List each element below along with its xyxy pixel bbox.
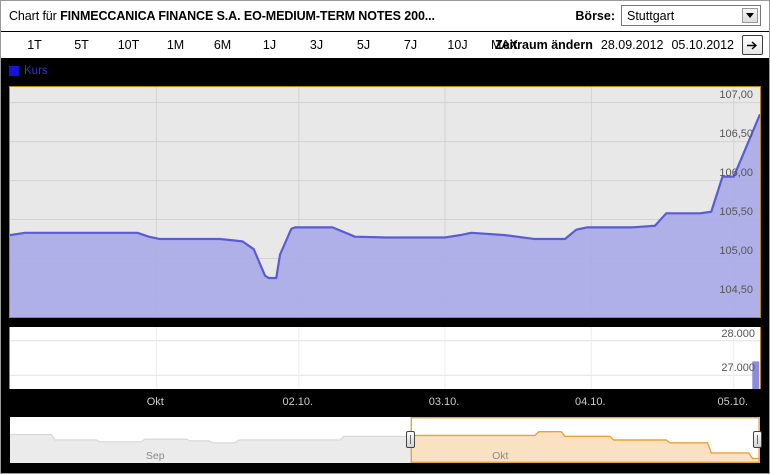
range-button-6m[interactable]: 6M <box>213 38 232 52</box>
legend-series-label: Kurs <box>24 65 48 77</box>
navigator-month-label: Okt <box>492 450 509 462</box>
chevron-down-icon[interactable] <box>742 8 758 23</box>
header-bar: Chart für FINMECCANICA FINANCE S.A. EO-M… <box>1 1 769 32</box>
chart-canvas: Kurs 107,00 106,50 106,00 105,50 105,00 104,5… <box>1 59 769 473</box>
range-button-5t[interactable]: 5T <box>74 38 89 52</box>
volume-y-tick-label: 27.000 <box>721 361 755 374</box>
title-prefix: Chart für <box>9 9 61 23</box>
x-axis-tick-label: 03.10. <box>428 396 460 408</box>
volume-plot-area <box>9 327 761 389</box>
price-y-tick-label: 107,00 <box>719 88 753 101</box>
range-button-5j[interactable]: 5J <box>356 38 371 52</box>
navigator-month-label: Sep <box>145 450 165 462</box>
range-button-1j[interactable]: 1J <box>262 38 277 52</box>
range-button-10j[interactable]: 10J <box>447 38 468 52</box>
range-button-group: 1T 5T 10T 1M 6M 1J 3J 5J 7J 10J MAX <box>11 32 528 58</box>
range-button-10t[interactable]: 10T <box>117 38 140 52</box>
x-axis-tick-label: Okt <box>146 396 164 408</box>
date-to-field[interactable]: 05.10.2012 <box>671 38 734 52</box>
navigator-series <box>10 417 760 463</box>
range-button-1t[interactable]: 1T <box>27 38 42 52</box>
scrollbar-handle-right[interactable] <box>753 431 762 448</box>
x-axis-band <box>9 389 761 414</box>
exchange-selector: Börse: Stuttgart <box>575 5 761 26</box>
range-toolbar: 1T 5T 10T 1M 6M 1J 3J 5J 7J 10J MAX Zeitraum änder… <box>1 32 769 59</box>
price-y-tick-label: 104,50 <box>719 283 753 296</box>
price-y-tick-label: 106,00 <box>719 166 753 179</box>
price-plot-area <box>9 86 761 318</box>
range-button-max[interactable]: MAX <box>490 38 519 52</box>
range-button-7j[interactable]: 7J <box>403 38 418 52</box>
price-y-tick-label: 105,00 <box>719 244 753 257</box>
volume-series-plot <box>10 327 760 389</box>
range-button-3j[interactable]: 3J <box>309 38 324 52</box>
exchange-select[interactable]: Stuttgart <box>621 5 761 26</box>
price-series-plot <box>10 87 760 317</box>
legend-color-swatch <box>9 66 19 76</box>
exchange-label: Börse: <box>575 8 615 23</box>
scrollbar-handle-left[interactable] <box>406 431 416 448</box>
x-axis-tick-label: 04.10. <box>574 396 606 408</box>
price-y-tick-label: 105,50 <box>719 205 753 218</box>
period-change-label: Zeitraum ändern <box>494 38 593 52</box>
page-title: Chart für FINMECCANICA FINANCE S.A. EO-M… <box>9 9 435 23</box>
period-controls: Zeitraum ändern 28.09.2012 05.10.2012 <box>495 32 763 58</box>
exchange-selected-value: Stuttgart <box>627 8 675 23</box>
date-from-field[interactable]: 28.09.2012 <box>600 38 664 52</box>
range-navigator[interactable] <box>9 416 761 464</box>
range-button-1m[interactable]: 1M <box>166 38 185 52</box>
x-axis-tick-label: 05.10. <box>717 396 749 408</box>
title-instrument: FINMECCANICA FINANCE S.A. EO-MEDIUM-TERM… <box>60 9 435 23</box>
chart-legend[interactable]: Kurs <box>9 64 48 78</box>
x-axis-tick-label: 02.10. <box>282 396 314 408</box>
arrow-right-icon[interactable] <box>742 35 763 55</box>
volume-y-tick-label: 28.000 <box>721 328 755 341</box>
price-y-tick-label: 106,50 <box>719 127 753 140</box>
